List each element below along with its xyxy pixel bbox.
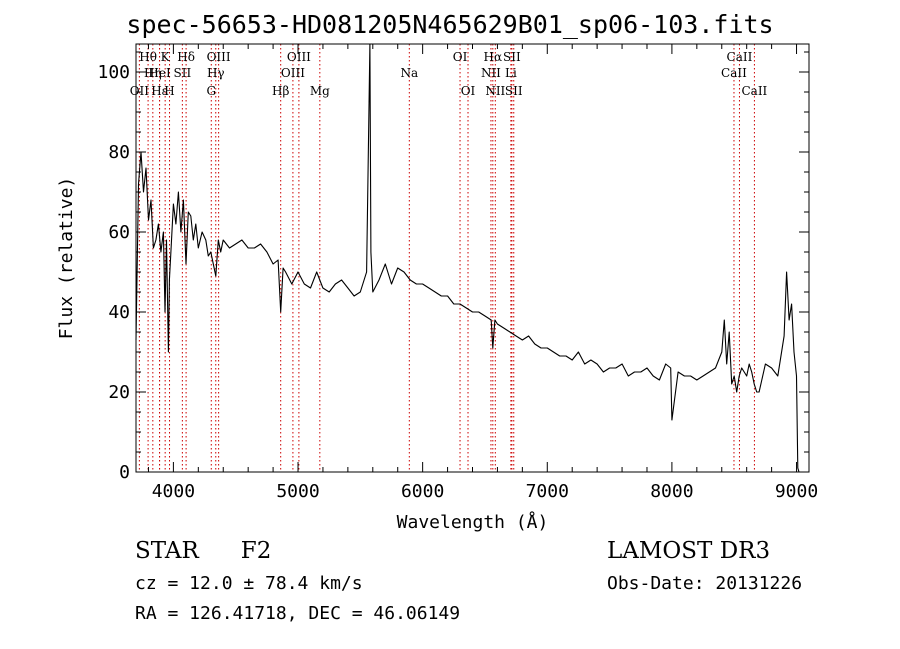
- x-tick-label: 5000: [276, 481, 319, 502]
- spectrum-line: [135, 43, 800, 473]
- line-label: H: [164, 84, 174, 98]
- redshift-text: cz = 12.0 ± 78.4 km/s: [135, 573, 363, 594]
- y-axis-label: Flux (relative): [56, 177, 77, 340]
- y-tick-label: 0: [119, 462, 130, 483]
- line-label: OIII: [207, 50, 231, 64]
- x-tick-label: 9000: [775, 481, 818, 502]
- line-label: OII: [130, 84, 150, 98]
- x-tick-label: 4000: [152, 481, 195, 502]
- line-label: SII: [174, 66, 192, 80]
- x-tick-label: 8000: [650, 481, 693, 502]
- line-label: OIII: [287, 50, 311, 64]
- line-label: CaII: [741, 84, 767, 98]
- line-label: OIII: [281, 66, 305, 80]
- x-tick-label: 7000: [526, 481, 569, 502]
- line-label: SII: [503, 50, 521, 64]
- x-axis-label: Wavelength (Å): [397, 511, 549, 533]
- y-tick-label: 20: [108, 382, 130, 403]
- plot-frame: [135, 43, 810, 473]
- line-label: Hγ: [207, 66, 225, 80]
- line-label: SII: [505, 84, 523, 98]
- x-tick-label: 6000: [401, 481, 444, 502]
- coordinates-text: RA = 126.41718, DEC = 46.06149: [135, 603, 461, 624]
- class-label: STAR: [135, 538, 199, 564]
- line-label: K: [161, 50, 171, 64]
- line-label: Hδ: [177, 50, 195, 64]
- line-label-layer: HθOIIHηHεHeIKHSIIHδGHγOIIIHβOIIIOIIIMgNa…: [130, 50, 768, 98]
- line-label: OI: [461, 84, 476, 98]
- line-label: Hη: [144, 66, 162, 80]
- line-label: Hβ: [272, 84, 289, 98]
- line-label: Hθ: [139, 50, 157, 64]
- line-label: Mg: [310, 84, 330, 98]
- line-label: CaII: [727, 50, 753, 64]
- subclass-label: F2: [240, 538, 272, 564]
- line-label: Li: [505, 66, 517, 80]
- line-label: CaII: [721, 66, 747, 80]
- y-tick-label: 100: [97, 62, 130, 83]
- y-tick-label: 60: [108, 222, 130, 243]
- survey-label: LAMOST DR3: [607, 538, 771, 564]
- y-tick-label: 80: [108, 142, 130, 163]
- axis-ticks-layer: 4000 5000 6000 7000 8000 9000 0 20 40 60 80 100: [97, 44, 818, 502]
- chart-title: spec-56653-HD081205N465629B01_sp06-103.f…: [126, 10, 774, 39]
- line-label: NII: [485, 84, 505, 98]
- line-label: OI: [453, 50, 468, 64]
- line-label: HeI: [148, 66, 171, 80]
- line-label: NII: [481, 66, 501, 80]
- line-label: Hα: [484, 50, 503, 64]
- line-label: Na: [400, 66, 418, 80]
- obs-date-text: Obs-Date: 20131226: [607, 573, 803, 594]
- object-class: STAR F2: [135, 538, 271, 564]
- spectrum-series-layer: [135, 43, 800, 473]
- line-marker-layer: [138, 44, 755, 472]
- line-label: Hε: [151, 84, 168, 98]
- line-label: G: [206, 84, 216, 98]
- y-tick-label: 40: [108, 302, 130, 323]
